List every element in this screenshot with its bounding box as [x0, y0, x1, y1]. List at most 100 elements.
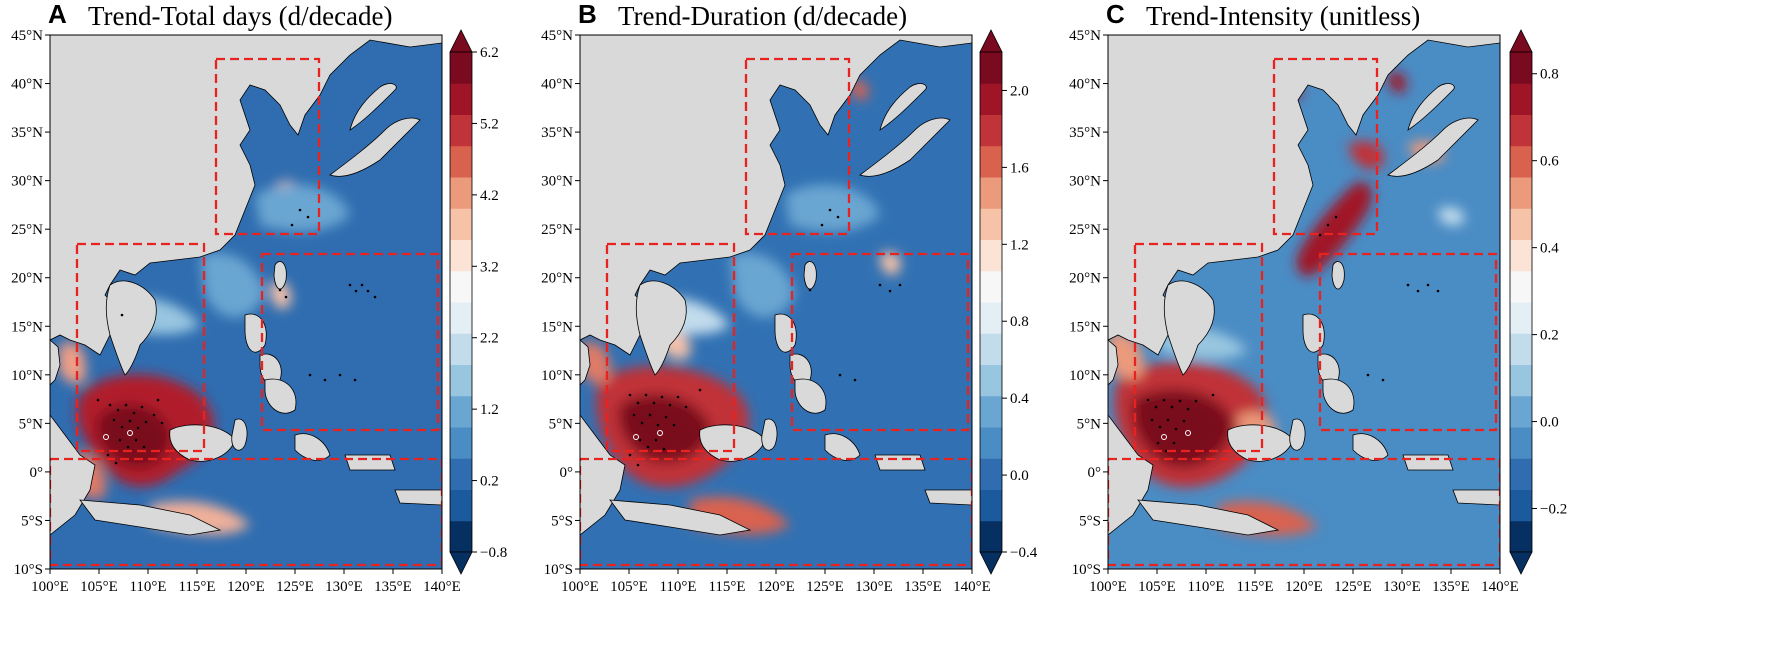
lat-tick-label: 10°N [11, 368, 43, 384]
colorbar-tick-label: 0.8 [1540, 67, 1559, 83]
colorbar-segment [450, 489, 472, 522]
colorbar-segment [980, 239, 1002, 272]
panel-title: Trend-Duration (d/decade) [618, 1, 907, 31]
lat-tick-label: 35°N [541, 125, 573, 141]
colorbar-tick-label: 2.0 [1010, 83, 1029, 99]
colorbar-segment [1510, 395, 1532, 428]
colorbar-segment [1510, 177, 1532, 209]
colorbar-segment [450, 208, 472, 240]
lat-tick-label: 5°S [551, 513, 573, 529]
colorbar-tick-label: 3.2 [480, 259, 499, 275]
lat-axis: 45°N 40°N 35°N 30°N 25°N 20°N 15°N 10°N 5°N 0° 5°S… [1069, 28, 1108, 578]
colorbar-segment [1510, 520, 1532, 553]
lat-tick-label: 10°S [14, 562, 43, 578]
lat-tick-label: 30°N [11, 174, 43, 190]
lon-tick-label: 115°E [708, 579, 745, 595]
lon-tick-label: 125°E [806, 579, 844, 595]
colorbar-segment [1510, 208, 1532, 240]
land [580, 35, 972, 536]
lat-tick-label: 20°N [541, 271, 573, 287]
lon-tick-label: 135°E [904, 579, 942, 595]
colorbar-segment [1510, 489, 1532, 522]
lon-tick-label: 130°E [855, 579, 893, 595]
lon-tick-label: 100°E [561, 579, 599, 595]
colorbar-tick-label: 0.2 [480, 474, 499, 490]
colorbar-tick-label: 1.6 [1010, 160, 1029, 176]
colorbar-tick-label: 1.2 [480, 402, 499, 418]
lat-tick-label: 40°N [541, 77, 573, 93]
colorbar-segment [1510, 427, 1532, 459]
colorbar-segment [1510, 458, 1532, 490]
colorbar-tick-label: 0.0 [1010, 468, 1029, 484]
colorbar-segment [980, 302, 1002, 334]
colorbar-segment [980, 489, 1002, 522]
panel-title: Trend-Intensity (unitless) [1146, 1, 1420, 31]
colorbar-tick-label: −0.2 [1540, 502, 1567, 518]
colorbar-tick-label: 5.2 [480, 116, 499, 132]
lon-tick-label: 110°E [129, 579, 166, 595]
lon-axis: 100°E 105°E 110°E 115°E 120°E 125°E 130°E 135°E… [561, 569, 991, 595]
lat-tick-label: 40°N [11, 77, 43, 93]
colorbar-extend-min [1509, 551, 1533, 575]
colorbar-tick-label: −0.8 [480, 545, 507, 561]
panel-b: B Trend-Duration (d/decade) [541, 0, 991, 595]
colorbar-segment [450, 395, 472, 428]
colorbar-c: 0.8 0.6 0.4 0.2 0.0 −0.2 [1509, 29, 1567, 575]
colorbar-extend-min [979, 551, 1003, 575]
lon-tick-label: 105°E [610, 579, 648, 595]
land [50, 35, 442, 536]
lon-tick-label: 140°E [423, 579, 461, 595]
lon-axis: 100°E 105°E 110°E 115°E 120°E 125°E 130°E 135°E… [31, 569, 461, 595]
colorbar-tick-label: 1.2 [1010, 237, 1029, 253]
lat-tick-label: 25°N [11, 222, 43, 238]
lat-tick-label: 20°N [1069, 271, 1101, 287]
region-boxes [1108, 57, 1500, 567]
panel-letter: C [1106, 0, 1125, 29]
colorbar-segment [980, 427, 1002, 459]
colorbar-segment [980, 270, 1002, 303]
colorbar-segment [450, 520, 472, 553]
panel-a: A Trend-Total days (d/decade) [11, 0, 461, 595]
lat-tick-label: 35°N [11, 125, 43, 141]
lon-axis: 100°E 105°E 110°E 115°E 120°E 125°E 130°E 135°E… [1089, 569, 1519, 595]
colorbar-b: 2.0 1.6 1.2 0.8 0.4 0.0 −0.4 [979, 29, 1038, 575]
lon-tick-label: 130°E [1383, 579, 1421, 595]
lon-tick-label: 130°E [325, 579, 363, 595]
lat-tick-label: 10°N [541, 368, 573, 384]
lon-tick-label: 120°E [757, 579, 795, 595]
colorbar-tick-label: 2.2 [480, 331, 499, 347]
map-area [49, 34, 443, 570]
map-area [579, 34, 973, 570]
colorbar-tick-label: 0.0 [1540, 415, 1559, 431]
colorbar-tick-label: 0.2 [1540, 328, 1559, 344]
colorbar-tick-label: −0.4 [1010, 545, 1038, 561]
panel-title: Trend-Total days (d/decade) [88, 1, 393, 31]
lon-tick-label: 110°E [1187, 579, 1224, 595]
lat-tick-label: 5°N [19, 416, 43, 432]
lat-tick-label: 5°S [1079, 513, 1101, 529]
colorbar-segment [450, 114, 472, 147]
panel-letter: A [48, 0, 67, 29]
colorbar-tick-label: 0.4 [1540, 241, 1559, 257]
colorbar-tick-label: 0.4 [1010, 391, 1029, 407]
lat-tick-label: 30°N [1069, 174, 1101, 190]
colorbar-segment [980, 83, 1002, 115]
lat-tick-label: 20°N [11, 271, 43, 287]
colorbar-segment [980, 208, 1002, 240]
lat-tick-label: 45°N [11, 28, 43, 44]
lat-tick-label: 5°N [1077, 416, 1101, 432]
colorbar-segment [1510, 270, 1532, 303]
lat-tick-label: 5°S [21, 513, 43, 529]
lat-tick-label: 35°N [1069, 125, 1101, 141]
colorbar-extend-max [1509, 29, 1533, 53]
lat-tick-label: 25°N [541, 222, 573, 238]
colorbar-tick-label: 0.6 [1540, 154, 1559, 170]
lon-tick-label: 140°E [1481, 579, 1519, 595]
lat-tick-label: 10°N [1069, 368, 1101, 384]
colorbar-segment [450, 427, 472, 459]
colorbar-segment [1510, 302, 1532, 334]
colorbar-segment [980, 395, 1002, 428]
lat-tick-label: 0° [560, 465, 574, 481]
lat-axis: 45°N 40°N 35°N 30°N 25°N 20°N 15°N 10°N 5°N 0° 5°S… [11, 28, 50, 578]
